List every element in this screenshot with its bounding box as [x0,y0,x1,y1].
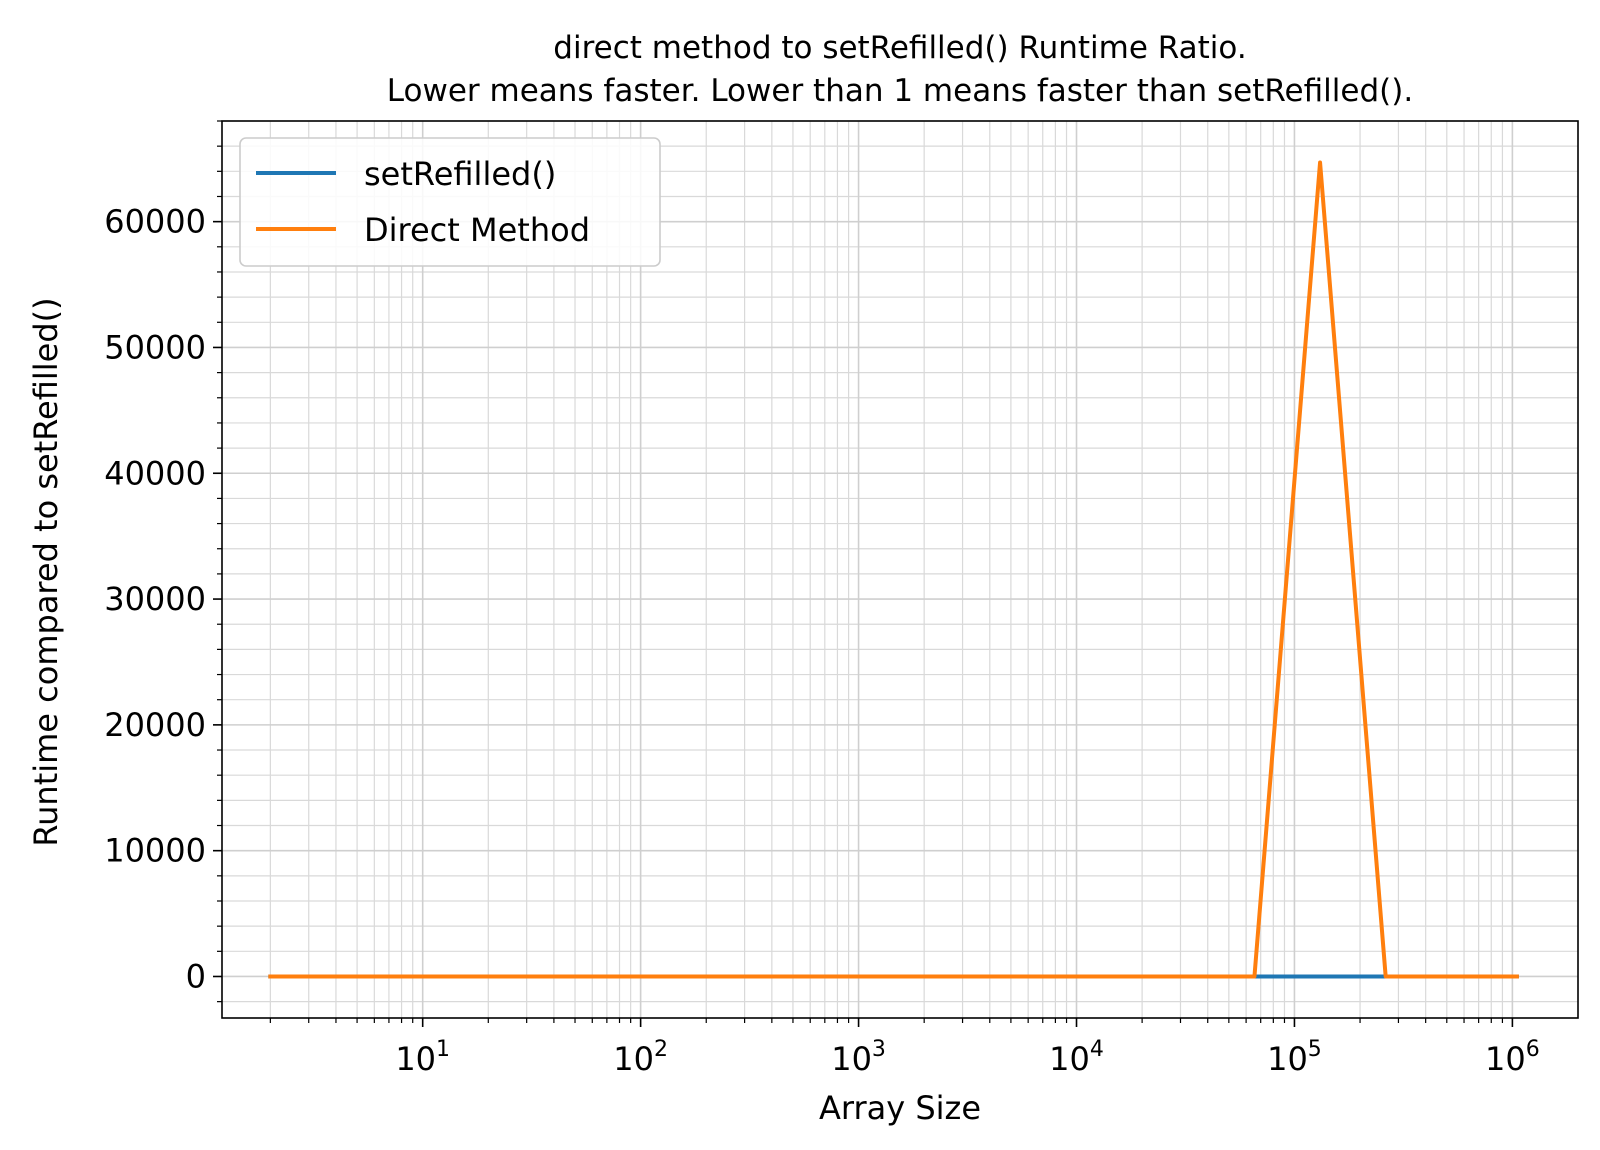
x-tick-label: 106 [1485,1037,1540,1078]
y-axis-label: Runtime compared to setRefilled() [27,297,65,847]
legend-box [239,137,661,267]
y-tick-label: 40000 [104,454,206,492]
major-gridlines [222,121,1578,1018]
x-tick-label: 105 [1267,1037,1322,1078]
axis-ticks: 101 102 103 104 105 106 0 10000 20000 30000 40000 5… [104,120,1540,1078]
legend-label: setRefilled() [364,155,556,193]
x-tick-label: 102 [613,1037,668,1078]
series-line-direct-method [268,160,1519,979]
legend-label: Direct Method [364,211,590,249]
chart-title: direct method to setRefilled() Runtime R… [553,30,1247,66]
x-tick-label: 101 [395,1037,450,1078]
y-tick-label: 10000 [104,832,206,870]
y-tick-label: 20000 [104,706,206,744]
chart-subtitle: Lower means faster. Lower than 1 means f… [386,73,1414,109]
legend: setRefilled() Direct Method [239,137,661,267]
x-axis-label: Array Size [818,1089,982,1127]
y-tick-label: 60000 [104,203,206,241]
y-tick-label: 30000 [104,580,206,618]
minor-gridlines [222,120,1578,1018]
axes-frame [221,120,1579,1019]
x-tick-label: 103 [831,1037,886,1078]
y-tick-label: 0 [186,957,206,995]
x-tick-label: 104 [1049,1037,1104,1078]
series-lines [268,160,1519,979]
y-tick-label: 50000 [104,328,206,366]
